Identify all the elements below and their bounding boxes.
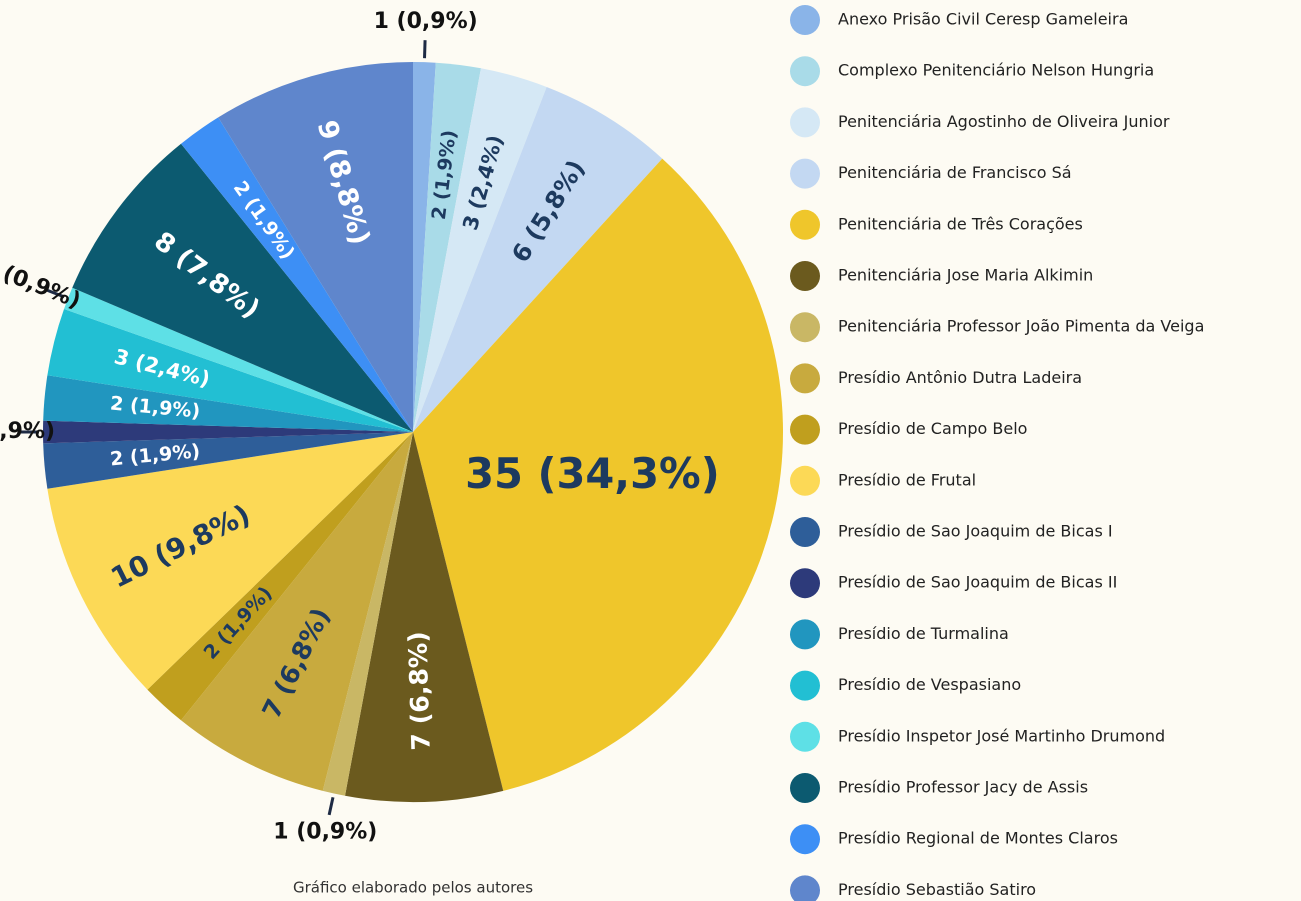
pie-slice [218, 61, 413, 432]
pie-slice [345, 432, 504, 803]
legend-label: Presídio Sebastião Satiro [838, 880, 1036, 899]
legend-label: Anexo Prisão Civil Ceresp Gameleira [838, 10, 1128, 29]
pie-slice [322, 432, 413, 796]
data-label: 1 (0,9%) [0, 253, 84, 314]
legend-swatch [790, 312, 820, 343]
legend-label: Presídio de Frutal [838, 470, 976, 489]
legend-swatch [790, 56, 820, 87]
legend-label: Presídio de Sao Joaquim de Bicas I [838, 522, 1113, 541]
data-label: 1 (0,9%) [374, 9, 478, 34]
legend-swatch [790, 209, 820, 240]
legend-label: Presídio Regional de Montes Claros [838, 829, 1118, 848]
legend-swatch [790, 670, 820, 701]
legend-swatch [790, 824, 820, 855]
pie-slice [181, 117, 413, 432]
pie-slice [181, 432, 413, 791]
pie-slice [413, 86, 663, 432]
legend-swatch [790, 721, 820, 752]
callout-line [46, 288, 65, 299]
legend-swatch [790, 568, 820, 599]
legend-label: Penitenciária Agostinho de Oliveira Juni… [838, 112, 1170, 131]
pie-slice [64, 287, 413, 432]
data-label: 35 (34,3%) [465, 449, 720, 498]
pie-slice [43, 432, 414, 489]
legend-label: Presídio de Vespasiano [838, 675, 1021, 694]
legend-label: Presídio de Campo Belo [838, 419, 1027, 438]
data-label: 7 (6,8%) [403, 631, 436, 751]
pie-slice [413, 158, 784, 791]
legend-swatch [790, 619, 820, 650]
data-label: 1 (0,9%) [273, 820, 377, 845]
legend-swatch [790, 5, 820, 35]
legend-label: Penitenciária de Francisco Sá [838, 163, 1072, 182]
pie-slice [42, 420, 413, 444]
legend-swatch [790, 517, 820, 547]
legend-label: Penitenciária Jose Maria Alkimin [838, 266, 1093, 285]
pie-slice [413, 68, 547, 432]
pie-slice [413, 62, 481, 432]
legend-swatch [790, 363, 820, 394]
pie-slice [47, 432, 413, 690]
legend-label: Presídio Antônio Dutra Ladeira [838, 368, 1082, 387]
callout-line [423, 40, 427, 59]
callout-line [327, 797, 335, 816]
legend-swatch [790, 414, 820, 445]
legend-swatch [790, 107, 820, 138]
legend-label: Presídio Professor Jacy de Assis [838, 778, 1088, 797]
pie-slice [147, 432, 413, 721]
pie-slice [47, 309, 413, 432]
legend-swatch [790, 465, 820, 496]
legend-swatch [790, 261, 820, 291]
legend-label: Complexo Penitenciário Nelson Hungria [838, 61, 1154, 80]
footnote: Gráfico elaborado pelos autores [293, 879, 533, 897]
legend-swatch [790, 158, 820, 189]
legend-label: Penitenciária Professor João Pimenta da … [838, 317, 1204, 336]
pie-slice [72, 143, 414, 433]
data-label: 1 (0,9%) [0, 419, 55, 444]
legend-label: Presídio Inspetor José Martinho Drumond [838, 726, 1165, 745]
pie-slice [43, 375, 414, 432]
pie-slice [413, 62, 436, 432]
legend-label: Presídio de Sao Joaquim de Bicas II [838, 573, 1117, 592]
legend-swatch [790, 773, 820, 803]
legend-label: Penitenciária de Três Corações [838, 214, 1083, 233]
legend-label: Presídio de Turmalina [838, 624, 1009, 643]
legend-swatch [790, 875, 820, 901]
